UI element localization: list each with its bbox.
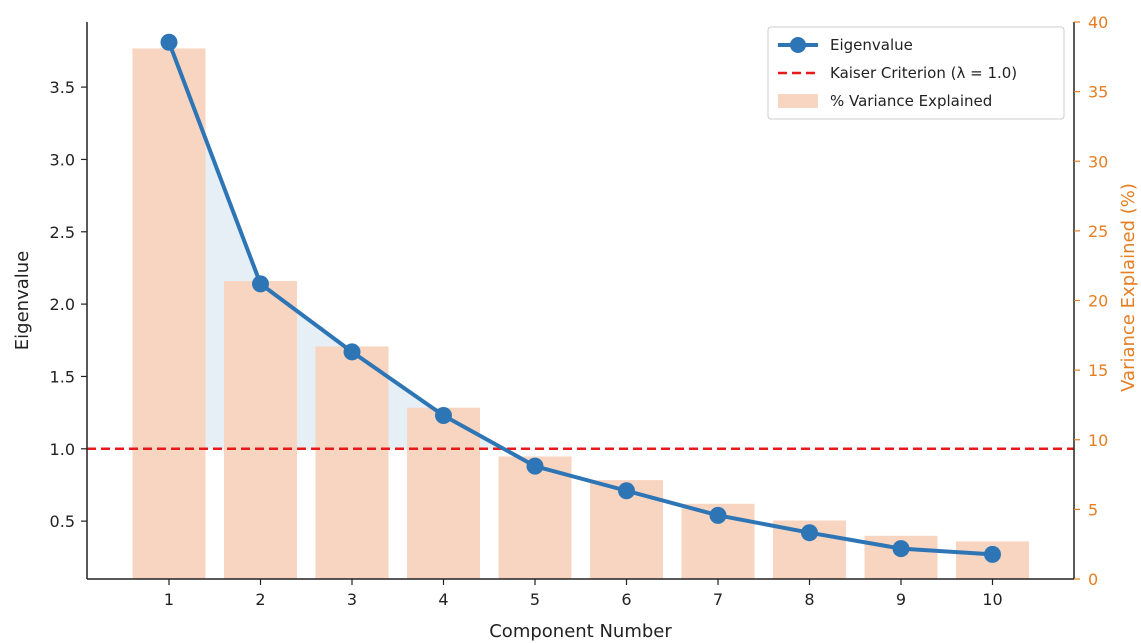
eigenvalue-point-1 [160,33,178,51]
eigenvalue-point-6 [618,482,635,500]
y-tick-label-2.5: 2.5 [50,223,75,242]
x-tick-label-9: 9 [896,590,906,609]
legend-eigenvalue-marker-swatch [790,37,806,53]
legend-eigenvalue-label: Eigenvalue [830,36,913,54]
variance-bar-5 [498,456,572,579]
y-right-tick-label-40: 40 [1088,13,1108,32]
x-tick-label-1: 1 [164,590,174,609]
eigenvalue-line [167,41,993,557]
y-tick-label-2.0: 2.0 [50,295,75,314]
y-right-tick-label-35: 35 [1088,83,1108,102]
x-tick-label-4: 4 [438,590,448,609]
legend-variance-label: % Variance Explained [830,92,992,110]
eigenvalue-line-layer [160,33,1001,563]
y-right-tick-label-5: 5 [1088,500,1098,519]
eigenvalue-point-8 [801,524,818,542]
legend-kaiser-label: Kaiser Criterion (λ = 1.0) [830,64,1017,82]
variance-bar-2 [224,281,297,579]
eigenvalue-point-7 [709,506,727,524]
x-tick-label-10: 10 [982,590,1002,609]
y-axis-title-left: Eigenvalue [12,251,33,350]
y-right-tick-label-30: 30 [1088,152,1108,171]
eigenvalue-point-10 [984,545,1001,563]
x-tick-label-5: 5 [530,590,540,609]
y-axis-title-right: Variance Explained (%) [1118,183,1139,392]
x-tick-label-3: 3 [347,590,357,609]
y-right-tick-label-0: 0 [1088,570,1098,589]
y-tick-label-1.5: 1.5 [50,367,75,386]
variance-bar-4 [407,407,480,579]
x-tick-label-8: 8 [804,590,814,609]
y-right-tick-label-25: 25 [1088,222,1108,241]
y-right-tick-label-20: 20 [1088,292,1108,311]
eigenvalue-point-5 [526,457,544,475]
y-tick-label-1.0: 1.0 [50,440,75,459]
variance-bar-3 [315,346,389,579]
y-tick-label-0.5: 0.5 [50,512,75,531]
x-tick-label-7: 7 [713,590,723,609]
legend: Eigenvalue Kaiser Criterion (λ = 1.0) % … [767,26,1065,120]
legend-frame [767,26,1065,120]
y-right-tick-label-15: 15 [1088,361,1108,380]
eigenvalue-point-2 [252,275,269,293]
eigenvalue-point-4 [435,407,452,425]
x-axis-title: Component Number [489,621,672,642]
eigenvalue-point-9 [892,540,910,558]
legend-variance-swatch [778,94,818,108]
x-tick-label-2: 2 [255,590,265,609]
bars-layer [132,48,1029,579]
y-tick-label-3.5: 3.5 [50,78,75,97]
y-tick-label-3.0: 3.0 [50,150,75,169]
y-right-tick-label-10: 10 [1088,431,1108,450]
variance-bar-1 [132,48,206,579]
eigenvalue-point-3 [343,343,361,361]
x-tick-label-6: 6 [621,590,631,609]
